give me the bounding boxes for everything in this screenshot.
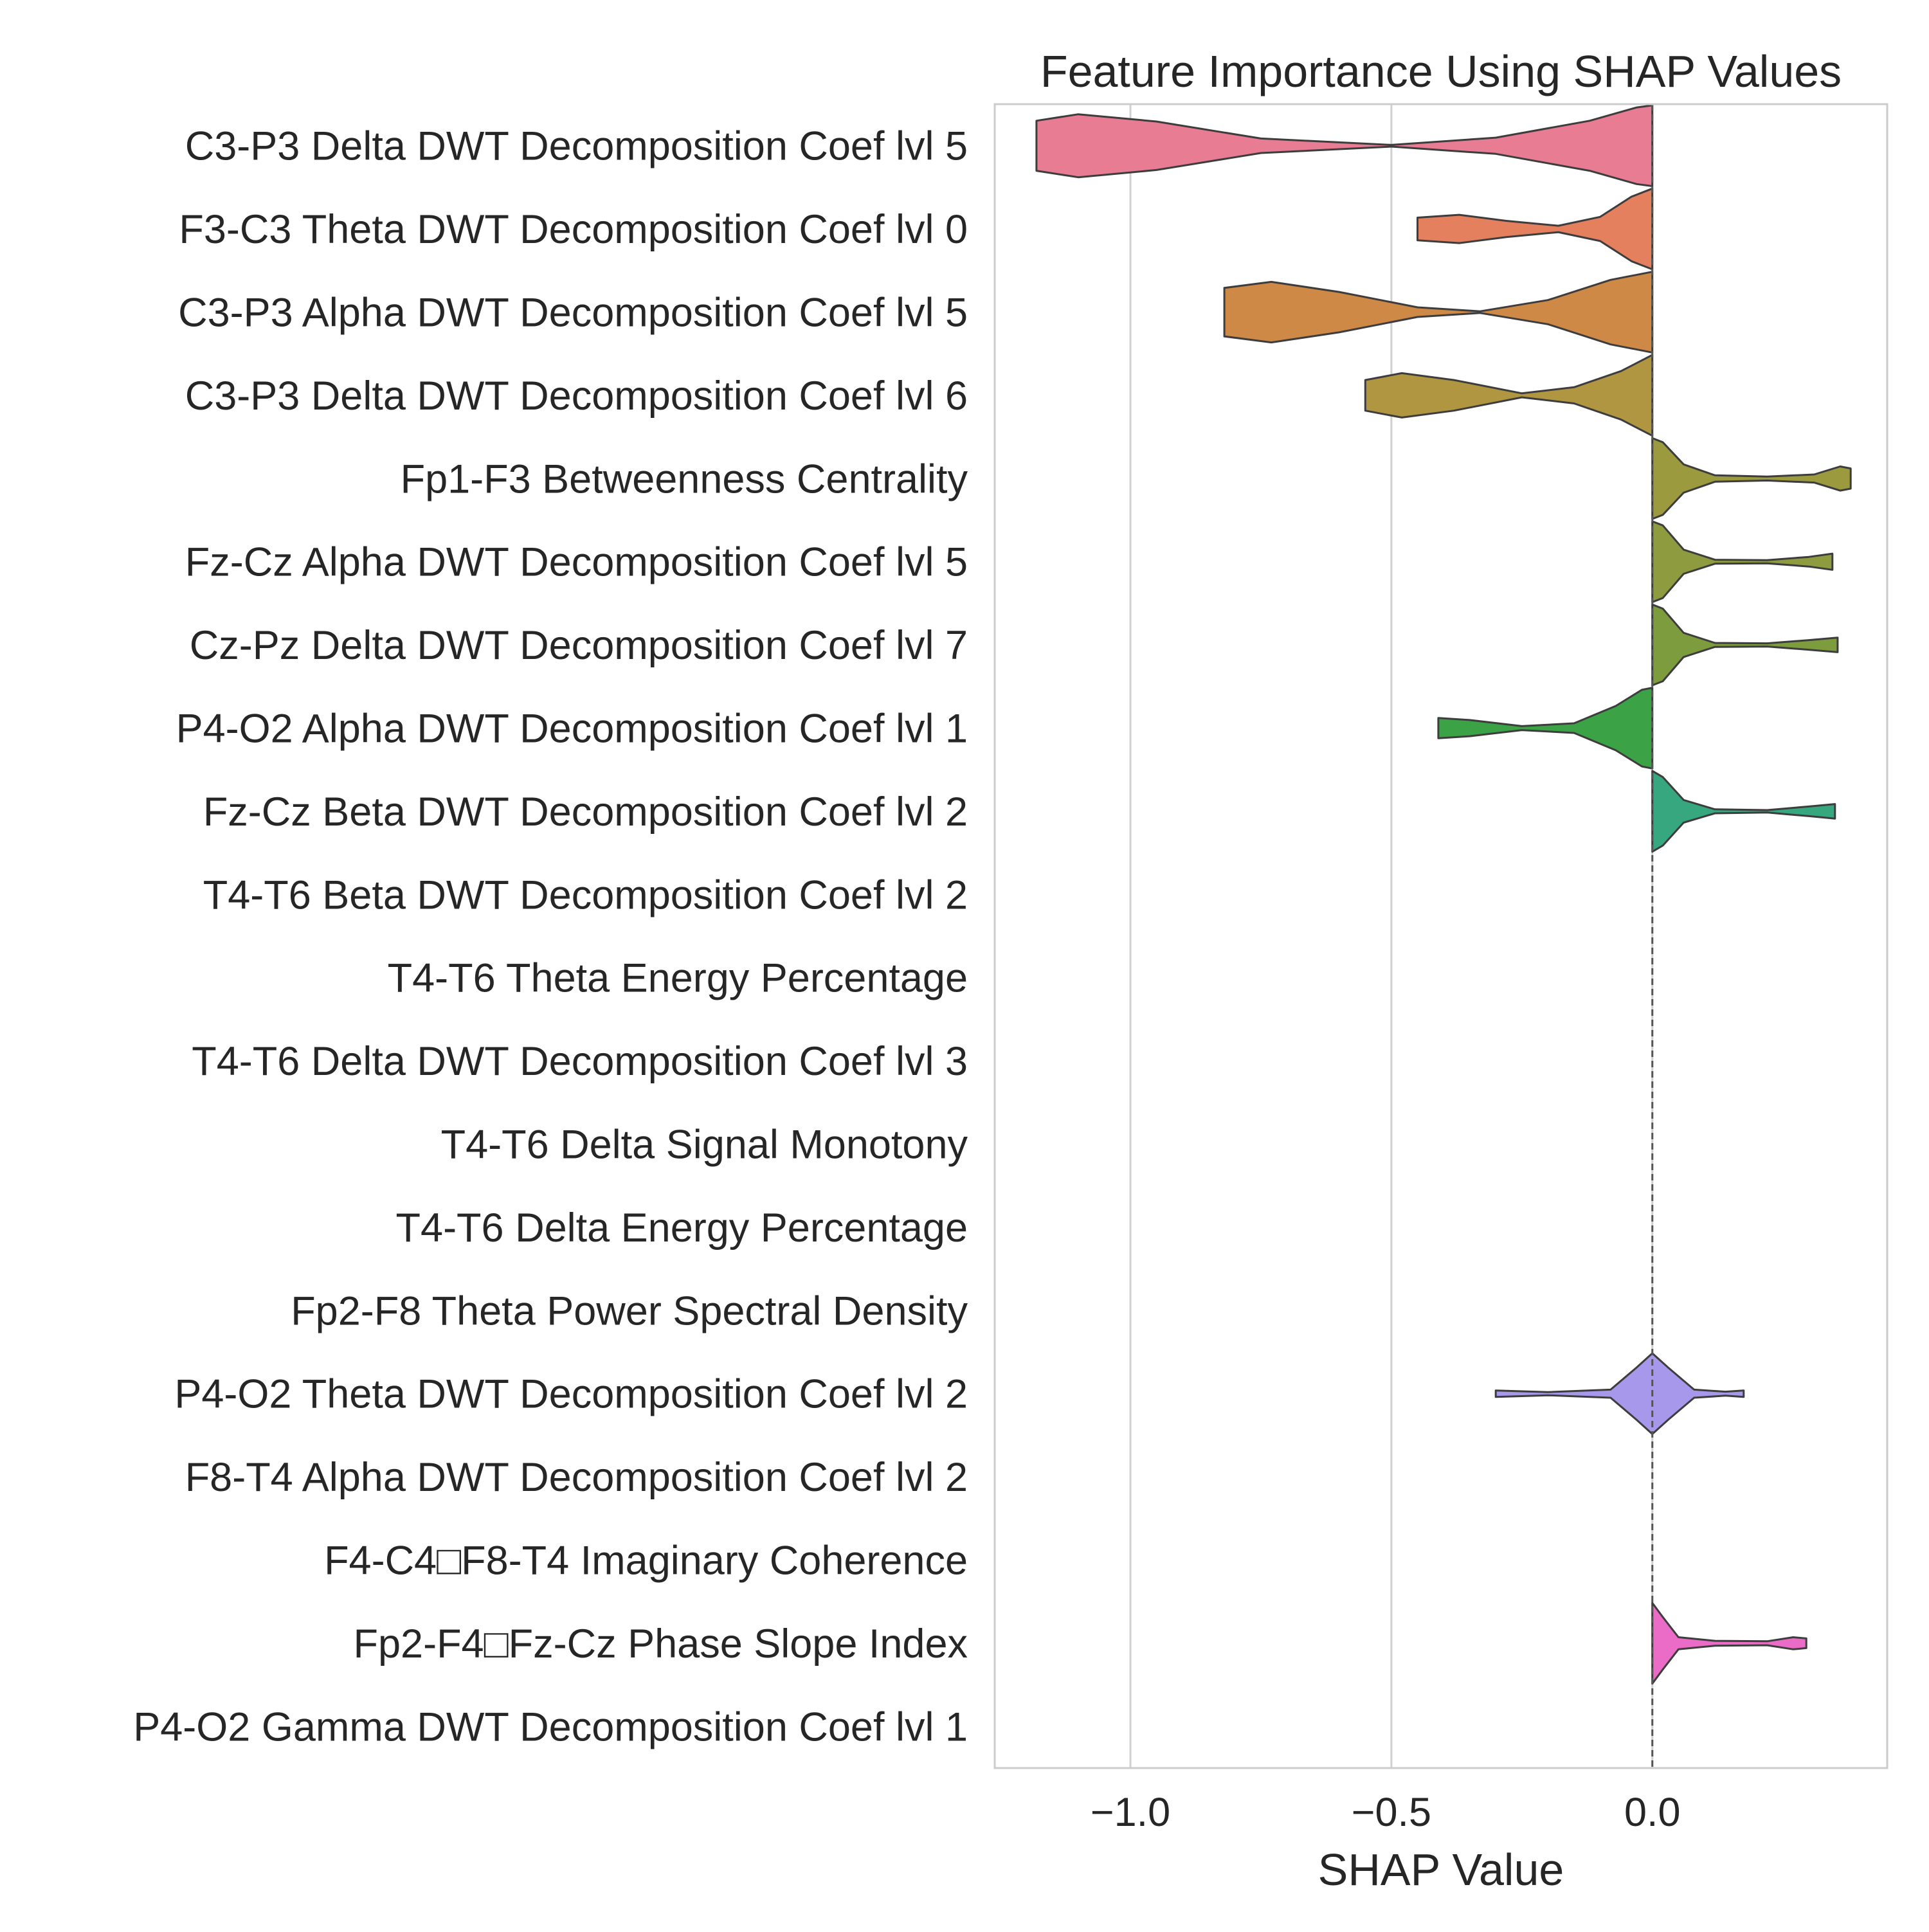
y-tick-label: P4-O2 Alpha DWT Decomposition Coef lvl 1 bbox=[176, 707, 968, 752]
y-tick-label: T4-T6 Delta Signal Monotony bbox=[441, 1123, 968, 1168]
y-tick-label: C3-P3 Alpha DWT Decomposition Coef lvl 5 bbox=[178, 291, 968, 336]
chart-title: Feature Importance Using SHAP Values bbox=[1040, 46, 1842, 96]
x-tick-label: 0.0 bbox=[1624, 1790, 1681, 1835]
y-tick-label: F4-C4□F8-T4 Imaginary Coherence bbox=[324, 1539, 968, 1584]
y-tick-label: Fp1-F3 Betweenness Centrality bbox=[401, 456, 968, 501]
violin-shape bbox=[1651, 770, 1836, 853]
y-tick-label: Fz-Cz Beta DWT Decomposition Coef lvl 2 bbox=[203, 790, 968, 835]
violin-shape bbox=[1651, 1602, 1807, 1685]
y-tick-label: T4-T6 Theta Energy Percentage bbox=[388, 956, 968, 1001]
y-tick-label: T4-T6 Delta Energy Percentage bbox=[396, 1205, 968, 1250]
violin-shape bbox=[1651, 520, 1834, 603]
x-tick-labels: −1.0 −0.5 0.0 bbox=[1091, 1790, 1681, 1835]
y-tick-label: C3-P3 Delta DWT Decomposition Coef lvl 6 bbox=[185, 374, 968, 419]
y-tick-label: Cz-Pz Delta DWT Decomposition Coef lvl 7 bbox=[190, 623, 968, 668]
y-tick-labels: C3-P3 Delta DWT Decomposition Coef lvl 5… bbox=[133, 124, 968, 1750]
violin-shape bbox=[1035, 104, 1654, 187]
x-tick-label: −1.0 bbox=[1091, 1790, 1170, 1835]
y-tick-label: Fz-Cz Alpha DWT Decomposition Coef lvl 5 bbox=[185, 540, 968, 585]
x-axis-label: SHAP Value bbox=[1318, 1845, 1564, 1895]
violins bbox=[1035, 104, 1852, 1685]
violin-shape bbox=[1651, 437, 1852, 520]
y-tick-label: F8-T4 Alpha DWT Decomposition Coef lvl 2 bbox=[185, 1455, 968, 1500]
y-tick-label: P4-O2 Gamma DWT Decomposition Coef lvl 1 bbox=[133, 1704, 968, 1749]
y-tick-label: T4-T6 Delta DWT Decomposition Coef lvl 3 bbox=[192, 1039, 968, 1084]
y-tick-label: C3-P3 Delta DWT Decomposition Coef lvl 5 bbox=[185, 124, 968, 169]
violin-shape bbox=[1494, 1352, 1745, 1435]
plot-frame bbox=[993, 103, 1888, 1769]
y-tick-label: F3-C3 Theta DWT Decomposition Coef lvl 0 bbox=[179, 207, 968, 252]
y-tick-label: Fp2-F4□Fz-Cz Phase Slope Index bbox=[354, 1621, 968, 1666]
y-tick-label: P4-O2 Theta DWT Decomposition Coef lvl 2 bbox=[174, 1372, 968, 1417]
x-tick-label: −0.5 bbox=[1352, 1790, 1431, 1835]
y-tick-label: T4-T6 Beta DWT Decomposition Coef lvl 2 bbox=[203, 872, 968, 917]
y-tick-label: Fp2-F8 Theta Power Spectral Density bbox=[291, 1288, 968, 1333]
violin-shape bbox=[1651, 603, 1839, 687]
